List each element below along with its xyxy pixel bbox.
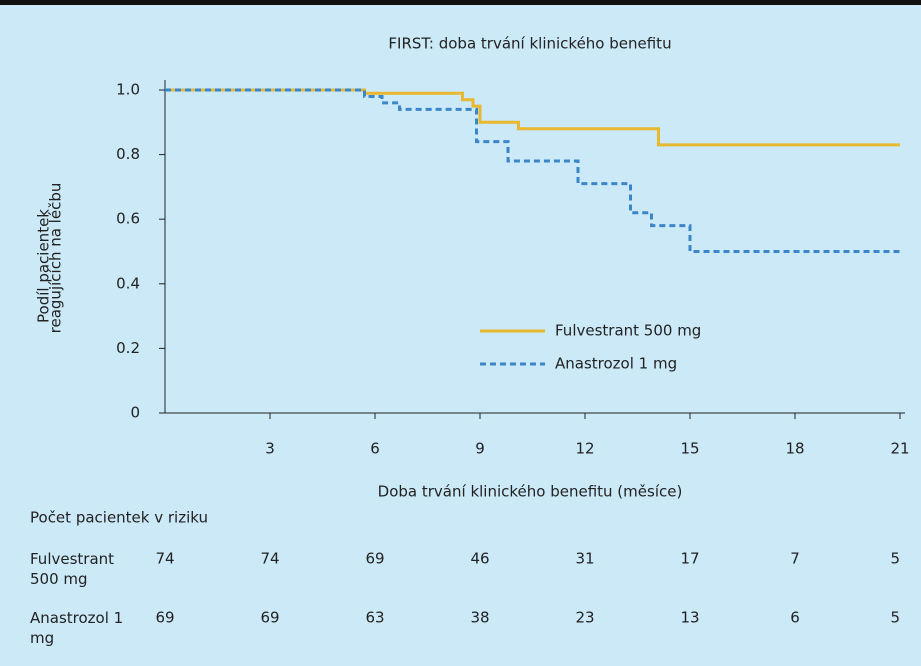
risk-count: 69 <box>155 609 174 627</box>
risk-count: 69 <box>365 550 384 568</box>
top-rule <box>0 0 921 5</box>
legend-label: Fulvestrant 500 mg <box>555 322 701 340</box>
risk-count: 5 <box>890 609 900 627</box>
y-tick-label: 1.0 <box>116 81 140 99</box>
risk-count: 46 <box>470 550 489 568</box>
risk-count: 74 <box>155 550 174 568</box>
risk-count: 13 <box>680 609 699 627</box>
y-axis-label: Podíl pacientek <box>35 209 53 323</box>
risk-count: 63 <box>365 609 384 627</box>
risk-count: 6 <box>790 609 800 627</box>
risk-count: 74 <box>260 550 279 568</box>
y-axis-label: reagujících na léčbu <box>47 183 65 334</box>
risk-count: 38 <box>470 609 489 627</box>
x-tick-label: 21 <box>890 440 909 458</box>
x-tick-label: 18 <box>785 440 804 458</box>
x-tick-label: 12 <box>575 440 594 458</box>
x-tick-label: 3 <box>265 440 275 458</box>
y-tick-label: 0.6 <box>116 210 140 228</box>
risk-count: 7 <box>790 550 800 568</box>
x-axis-label: Doba trvání klinického benefitu (měsíce) <box>378 483 683 501</box>
risk-count: 17 <box>680 550 699 568</box>
risk-count: 23 <box>575 609 594 627</box>
risk-table-title: Počet pacientek v riziku <box>30 509 208 527</box>
y-tick-label: 0.4 <box>116 274 140 292</box>
y-tick-label: 0 <box>130 404 140 422</box>
x-tick-label: 6 <box>370 440 380 458</box>
chart-title: FIRST: doba trvání klinického benefitu <box>388 35 671 53</box>
x-tick-label: 15 <box>680 440 699 458</box>
legend-label: Anastrozol 1 mg <box>555 355 677 373</box>
risk-count: 69 <box>260 609 279 627</box>
risk-row-label: Fulvestrant 500 mg <box>30 550 115 588</box>
y-tick-label: 0.8 <box>116 145 140 163</box>
risk-count: 5 <box>890 550 900 568</box>
series-line <box>165 88 900 147</box>
x-tick-label: 9 <box>475 440 485 458</box>
risk-count: 31 <box>575 550 594 568</box>
risk-row-label: Anastrozol 1 mg <box>30 609 124 647</box>
y-tick-label: 0.2 <box>116 339 140 357</box>
series-line <box>165 88 900 253</box>
